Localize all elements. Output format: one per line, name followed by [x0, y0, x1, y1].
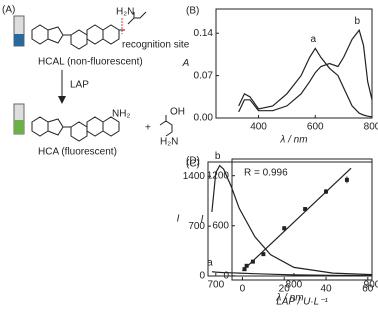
y-tick-label: 0	[223, 270, 229, 281]
plus: +	[145, 123, 151, 134]
y-tick-label: 1400	[183, 171, 206, 182]
y-axis-label: A	[182, 58, 190, 69]
point	[242, 267, 247, 272]
structure	[31, 115, 173, 142]
point	[303, 207, 308, 212]
x-tick-label: 40	[320, 284, 332, 295]
x-tick-label: 60	[362, 284, 374, 295]
vial-liquid	[14, 34, 24, 46]
point	[250, 259, 255, 264]
curve	[238, 28, 373, 113]
scheme: (A) H₂N recognition site HCAL (non-fluor…	[2, 5, 190, 158]
amine: NH₂	[112, 109, 130, 120]
x-tick-label: 600	[307, 122, 324, 133]
y-axis-label: I	[177, 214, 180, 225]
x-tick-label: 700	[207, 280, 224, 291]
panel-label: (C)	[186, 159, 200, 170]
x-tick-label: 800	[364, 122, 378, 133]
substrate-label: HCAL (non-fluorescent)	[38, 57, 143, 68]
x-tick-label: 20	[279, 284, 291, 295]
amine2: H₂N	[116, 7, 134, 18]
curve-label: b	[215, 151, 221, 162]
point	[324, 189, 329, 194]
panel-label: (B)	[186, 6, 199, 17]
point	[282, 226, 287, 231]
curve-label: a	[207, 257, 213, 268]
y-tick-label: 0	[199, 271, 205, 282]
x-tick-label: 800	[286, 280, 303, 291]
x-tick-label: 400	[250, 122, 267, 133]
panel-label: (D)	[186, 156, 200, 167]
x-tick-label: 900	[364, 280, 378, 291]
plot-frame	[231, 158, 373, 281]
acid: OH	[170, 107, 185, 118]
x-tick-label: 0	[240, 284, 246, 295]
x-axis-label: λ / nm	[279, 135, 307, 146]
curve	[211, 271, 373, 277]
curve	[211, 164, 373, 276]
enzyme-label: LAP	[70, 80, 89, 91]
point	[244, 263, 249, 268]
y-tick-label: 0.00	[194, 113, 214, 124]
curve-label: b	[354, 16, 360, 27]
curve-label: a	[310, 34, 316, 45]
vial-liquid	[14, 120, 24, 134]
site-label: recognition site	[122, 40, 190, 51]
y-tick-label: 700	[188, 221, 205, 232]
y-tick-label: 1200	[207, 170, 230, 181]
x-axis-label: λ / nm	[275, 293, 303, 304]
arrow-head	[58, 96, 66, 104]
y-tick-label: 600	[212, 220, 229, 231]
fit-line	[241, 167, 352, 272]
panel-label: (A)	[2, 5, 15, 16]
x-axis-label: LAP / U·L⁻¹	[276, 297, 328, 308]
y-tick-label: 0.14	[194, 28, 214, 39]
plot-frame	[215, 8, 373, 119]
y-tick-label: 0.07	[194, 70, 214, 81]
point	[344, 177, 349, 182]
y-axis-label: I	[201, 214, 204, 225]
curve	[238, 47, 373, 118]
amine2: H₂N	[160, 137, 178, 148]
product-label: HCA (fluorescent)	[38, 147, 117, 158]
point	[261, 252, 266, 257]
annotation: R = 0.996	[244, 168, 288, 179]
